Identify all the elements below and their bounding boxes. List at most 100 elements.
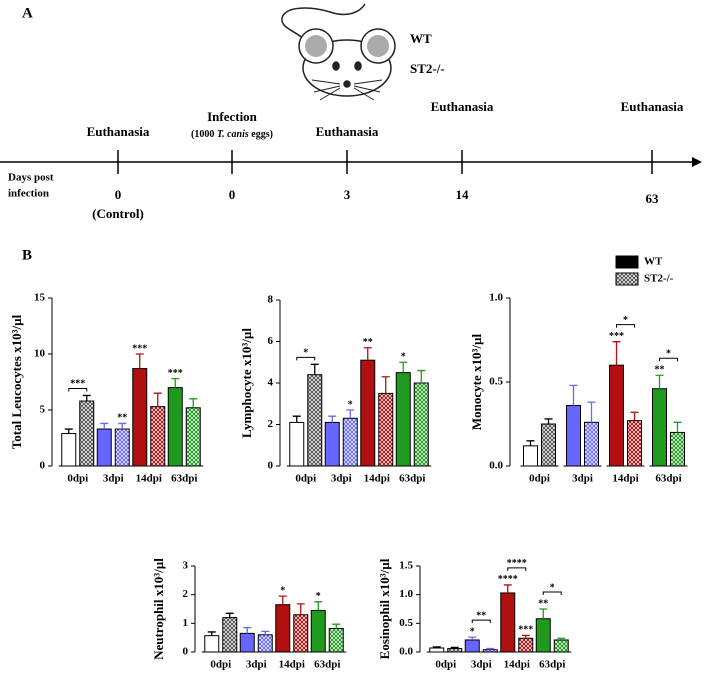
error-bar	[171, 377, 180, 388]
error-bar	[486, 647, 495, 650]
event-label: Euthanasia	[431, 99, 494, 114]
bracket-label: ***	[70, 379, 85, 390]
bar	[167, 387, 183, 467]
y-axis-label: Monocyte x10³/µl	[469, 333, 484, 430]
y-tick-label: 15	[34, 292, 46, 304]
y-axis-label: Total Leucocytes x10³/µl	[9, 314, 24, 449]
axis-label: Days post	[8, 172, 54, 184]
significance-star: *	[280, 585, 285, 596]
error-bar	[526, 440, 535, 446]
bar	[395, 372, 411, 467]
error-bar	[655, 374, 664, 389]
significance-star: *	[470, 626, 475, 637]
x-tick-label: 0dpi	[295, 473, 316, 485]
significance-bracket	[68, 387, 88, 392]
bar	[239, 632, 255, 653]
event-note: (1000 T. canis eggs)	[191, 129, 273, 140]
axis-label: infection	[8, 188, 49, 200]
y-tick-label: 4	[268, 377, 274, 389]
error-bar	[225, 612, 234, 618]
event-label: Euthanasia	[87, 124, 150, 139]
y-tick-label: 0	[183, 646, 189, 658]
y-axis-label: Neutrophil x10³/µl	[151, 558, 166, 660]
error-bar	[243, 626, 252, 634]
bar	[360, 359, 376, 467]
x-tick-label: 63dpi	[655, 473, 681, 485]
significance-star: ***	[168, 368, 183, 379]
significance-bracket	[471, 619, 491, 624]
x-tick-label: 63dpi	[539, 659, 565, 671]
bar	[310, 609, 326, 653]
y-axis-label: Eosinophil x10³/µl	[377, 558, 392, 659]
x-tick-label: 0dpi	[67, 473, 88, 485]
error-bar	[207, 631, 216, 636]
x-tick-label: 14dpi	[364, 473, 390, 485]
bar	[342, 417, 358, 467]
event-day: 0	[229, 187, 236, 202]
legend-label: WT	[644, 256, 663, 268]
bracket-label: ****	[507, 558, 527, 569]
error-bar	[587, 401, 596, 423]
error-bar	[450, 646, 459, 649]
panel-label: A	[22, 5, 33, 21]
bar	[523, 445, 538, 467]
bracket-label: *	[623, 315, 628, 326]
x-tick-label: 0dpi	[210, 659, 231, 671]
bar	[482, 649, 498, 653]
significance-star: **	[538, 598, 548, 609]
bar	[185, 407, 201, 467]
bar	[222, 617, 238, 653]
error-bar	[135, 353, 144, 369]
error-bar	[64, 428, 73, 434]
x-tick-label: 14dpi	[279, 659, 305, 671]
y-tick-label: 0.5	[489, 376, 503, 388]
note-part: (1000	[191, 129, 217, 140]
y-axis-label: Lymphocyte x10³/µl	[239, 328, 254, 438]
bracket-label: *	[303, 348, 308, 359]
bar	[566, 405, 581, 467]
error-bar	[100, 422, 109, 430]
bar	[96, 428, 112, 467]
bar	[518, 637, 534, 653]
error-bar	[332, 623, 341, 629]
error-bar	[310, 363, 319, 375]
legend-swatch	[615, 272, 639, 286]
significance-star: ***	[518, 625, 533, 636]
event-day: 3	[344, 187, 351, 202]
y-tick-label: 5	[40, 404, 46, 416]
bracket-label: **	[476, 610, 486, 621]
error-bar	[521, 634, 530, 639]
y-tick-label: 0.0	[489, 460, 503, 472]
significance-star: **	[655, 365, 665, 376]
error-bar	[557, 637, 566, 640]
significance-star: *	[348, 399, 353, 410]
note-part: T. canis	[217, 129, 249, 140]
error-bar	[468, 636, 477, 640]
x-tick-label: 3dpi	[331, 473, 352, 485]
error-bar	[363, 347, 372, 361]
bar	[257, 634, 273, 653]
error-bar	[399, 361, 408, 373]
event-day: 0	[115, 187, 122, 202]
bar	[553, 639, 569, 653]
x-tick-label: 63dpi	[314, 659, 340, 671]
bar	[324, 421, 340, 467]
x-tick-label: 0dpi	[529, 473, 550, 485]
x-tick-label: 3dpi	[471, 659, 492, 671]
error-bar	[544, 418, 553, 424]
error-bar	[612, 341, 621, 366]
bar	[328, 627, 344, 653]
event-label: Euthanasia	[316, 124, 379, 139]
bar	[378, 392, 394, 467]
y-tick-label: 2	[268, 418, 274, 430]
error-bar	[189, 398, 198, 408]
bar	[204, 635, 220, 653]
error-bar	[82, 394, 91, 402]
legend-label: ST2-/-	[410, 61, 445, 76]
x-tick-label: 63dpi	[399, 473, 425, 485]
y-tick-label: 0.5	[399, 617, 413, 629]
bar	[293, 614, 309, 653]
error-bar	[314, 601, 323, 611]
bar	[307, 374, 323, 467]
